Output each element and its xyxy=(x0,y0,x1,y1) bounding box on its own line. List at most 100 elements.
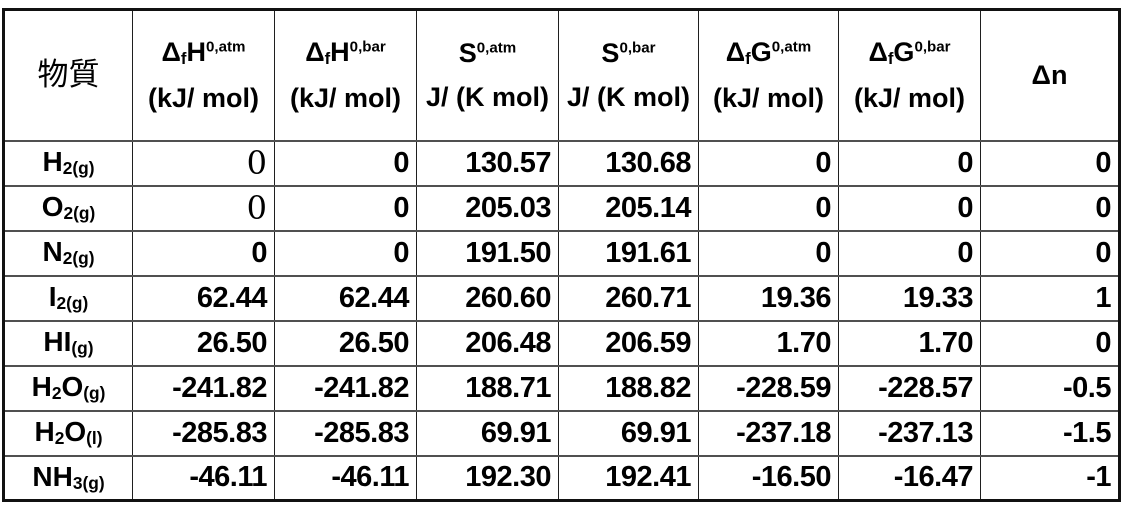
text-segment: N xyxy=(42,236,63,268)
value-cell-dfH-atm: 26.50 xyxy=(132,319,275,366)
value-text: 1.70 xyxy=(776,326,832,359)
column-header-dfG-bar: ΔfG0,bar (kJ/ mol) xyxy=(838,8,981,141)
value-text: 0 xyxy=(815,146,831,179)
value-cell-dfG-atm: 0 xyxy=(698,184,839,231)
value-cell-dfG-bar: -16.47 xyxy=(838,454,981,501)
text-segment: Δ xyxy=(725,37,746,68)
value-text: 130.68 xyxy=(605,146,691,179)
value-cell-S-bar: 188.82 xyxy=(558,364,699,411)
value-cell-dfG-atm: -237.18 xyxy=(698,409,839,456)
text-segment: H xyxy=(330,37,350,68)
value-text: 0 xyxy=(815,236,831,269)
column-header-symbol: Δn xyxy=(982,60,1119,91)
table-row: N2(g) 0 0 191.50 191.61 0 0 0 xyxy=(3,229,1120,276)
table-row: HI(g) 26.50 26.50 206.48 206.59 1.70 1.70 0 xyxy=(3,319,1120,366)
column-header-unit: J/ (K mol) xyxy=(418,82,559,113)
value-cell-dfH-bar: -46.11 xyxy=(274,454,417,501)
text-segment: Δ xyxy=(305,37,325,68)
column-header-symbol: S0,bar xyxy=(560,39,699,67)
value-text: 0 xyxy=(393,236,409,269)
value-text: -16.50 xyxy=(751,461,832,494)
value-text: -241.82 xyxy=(314,371,409,404)
value-cell-dfG-bar: 1.70 xyxy=(838,319,981,366)
text-segment: O xyxy=(61,371,84,403)
value-text: 192.41 xyxy=(605,461,691,494)
value-cell-S-atm: 191.50 xyxy=(416,229,559,276)
value-cell-S-atm: 69.91 xyxy=(416,409,559,456)
sub-text: 2(g) xyxy=(62,158,95,179)
value-cell-dfG-bar: 19.33 xyxy=(838,274,981,321)
value-text: 206.48 xyxy=(465,326,551,359)
substance-column-header: 物質 xyxy=(3,8,133,141)
value-text: -237.18 xyxy=(736,416,831,449)
text-segment: Δn xyxy=(1031,60,1068,91)
value-cell-dfG-atm: 0 xyxy=(698,229,839,276)
value-cell-dfH-bar: 62.44 xyxy=(274,274,417,321)
sub-text: f xyxy=(887,49,894,69)
text-segment: Δ xyxy=(161,37,181,68)
value-cell-dn: 0 xyxy=(980,319,1120,366)
text-segment: Δ xyxy=(868,37,888,68)
text-segment: H xyxy=(42,146,63,178)
sub-text: (g) xyxy=(71,338,94,359)
value-cell-dfG-atm: -228.59 xyxy=(698,364,839,411)
value-cell-dfH-atm: -285.83 xyxy=(132,409,275,456)
value-cell-dn: -1.5 xyxy=(980,409,1120,456)
column-header-unit: (kJ/ mol) xyxy=(134,82,275,113)
value-cell-S-bar: 205.14 xyxy=(558,184,699,231)
sub-text: 2 xyxy=(54,428,65,449)
value-cell-S-atm: 205.03 xyxy=(416,184,559,231)
value-text: 192.30 xyxy=(465,461,551,494)
column-header-S-bar: S0,bar J/ (K mol) xyxy=(558,8,699,141)
value-text: 260.71 xyxy=(605,281,691,314)
sup-text: 0,atm xyxy=(476,39,517,57)
table-row: NH3(g) -46.11 -46.11 192.30 192.41 -16.50 -16.… xyxy=(3,454,1120,501)
value-text: 0 xyxy=(1095,191,1111,224)
value-text: -16.47 xyxy=(893,461,974,494)
column-header-unit: (kJ/ mol) xyxy=(840,84,981,112)
table-body: H2(g) 0 0 130.57 130.68 0 0 0 O2(g) 0 0 205.03 205.1… xyxy=(3,139,1120,501)
text-segment: S xyxy=(458,37,477,68)
value-cell-dfH-atm: 0 xyxy=(132,139,275,186)
value-cell-dfH-bar: -241.82 xyxy=(274,364,417,411)
substance-cell: HI(g) xyxy=(3,319,133,366)
value-cell-dn: 1 xyxy=(980,274,1120,321)
value-cell-dfG-bar: -228.57 xyxy=(838,364,981,411)
substance-cell: N2(g) xyxy=(3,229,133,276)
value-cell-dfH-atm: 0 xyxy=(132,184,275,231)
sup-text: 0,atm xyxy=(771,38,812,56)
unit-text: (kJ/ mol) xyxy=(147,82,260,113)
value-text: 0 xyxy=(1095,236,1111,269)
value-text: -285.83 xyxy=(314,416,409,449)
sub-text: 2(g) xyxy=(56,293,89,314)
text-segment: H xyxy=(186,37,207,68)
value-text: -0.5 xyxy=(1063,371,1111,404)
value-cell-dfG-atm: 19.36 xyxy=(698,274,839,321)
value-text: -285.83 xyxy=(172,416,267,449)
text-segment: HI xyxy=(43,326,72,358)
value-text: 69.91 xyxy=(620,416,692,449)
value-cell-dfG-atm: -16.50 xyxy=(698,454,839,501)
thermodynamic-data-table: 物質 ΔfH0,atm (kJ/ mol) ΔfH0,bar (kJ/ mol) S0,a… xyxy=(2,8,1121,502)
value-text: 1 xyxy=(1095,281,1111,314)
column-header-dfH-bar: ΔfH0,bar (kJ/ mol) xyxy=(274,8,417,141)
text-segment: I xyxy=(48,281,57,313)
value-text: -241.82 xyxy=(172,371,267,404)
value-cell-dfG-bar: 0 xyxy=(838,184,981,231)
column-header-dfG-atm: ΔfG0,atm (kJ/ mol) xyxy=(698,8,839,141)
unit-text: J/ (K mol) xyxy=(425,82,549,113)
value-cell-dfH-bar: 0 xyxy=(274,184,417,231)
value-text: 0 xyxy=(246,144,267,182)
substance-cell: H2(g) xyxy=(3,139,133,186)
substance-cell: O2(g) xyxy=(3,184,133,231)
value-cell-S-atm: 206.48 xyxy=(416,319,559,366)
unit-text: (kJ/ mol) xyxy=(289,82,402,113)
value-text: 206.59 xyxy=(605,326,691,359)
value-text: 62.44 xyxy=(338,281,410,314)
value-text: 1.70 xyxy=(918,326,974,359)
substance-cell: H2O(l) xyxy=(3,409,133,456)
value-text: 69.91 xyxy=(480,416,552,449)
text-segment: NH xyxy=(32,461,73,493)
value-cell-dn: -1 xyxy=(980,454,1120,501)
